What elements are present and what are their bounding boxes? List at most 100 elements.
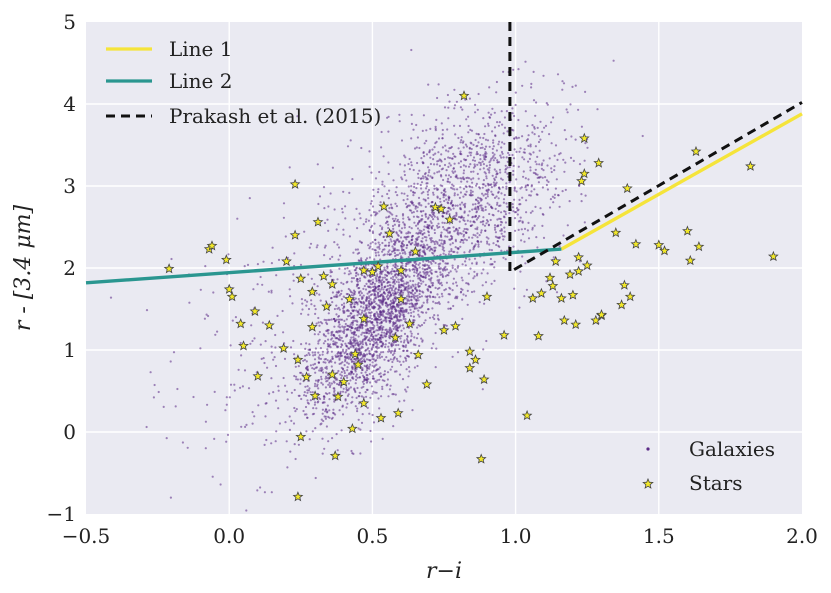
galaxy-point [441,146,444,149]
galaxy-point [205,313,208,316]
galaxy-point [539,138,542,141]
galaxy-point [398,400,401,403]
galaxy-point [392,321,395,324]
galaxy-point [423,232,426,235]
galaxy-point [423,249,426,252]
galaxy-point [395,316,398,320]
galaxy-point [300,397,303,401]
galaxy-point [337,246,341,249]
galaxy-point [388,341,391,345]
galaxy-point [465,145,468,148]
galaxy-point [418,219,421,222]
galaxy-point [356,357,360,360]
galaxy-point [374,364,377,367]
galaxy-point [335,318,338,321]
galaxy-point [162,405,165,408]
galaxy-point [447,117,450,120]
galaxy-point [486,182,489,185]
galaxy-point [388,350,392,353]
galaxy-point [305,342,308,345]
star-point [567,289,579,300]
galaxy-point [337,369,340,373]
galaxy-point [367,338,370,342]
galaxy-point [488,171,491,174]
galaxy-point [393,223,396,226]
galaxy-point [460,290,463,293]
galaxy-point [479,146,482,150]
galaxy-point [408,370,411,373]
galaxy-point [257,404,260,407]
galaxy-point [391,224,395,228]
star-point [745,160,756,171]
galaxy-point [392,294,395,297]
galaxy-point [504,213,507,216]
galaxy-point [152,396,155,399]
galaxy-point [339,345,343,349]
galaxy-point [321,452,324,455]
galaxy-point [347,389,350,392]
galaxy-point [370,171,373,174]
galaxy-point [424,187,428,190]
galaxy-point [440,284,444,287]
galaxy-point [405,238,408,241]
star-point [395,293,407,304]
galaxy-point [354,339,357,342]
galaxy-point [403,244,406,247]
galaxy-point [426,243,429,246]
galaxy-point [368,165,371,168]
galaxy-point [445,262,448,265]
galaxy-point [383,331,386,334]
galaxy-point [505,187,508,190]
galaxy-point [364,220,368,223]
galaxy-point [474,103,477,106]
galaxy-point [432,252,435,255]
galaxy-point [464,143,467,146]
galaxy-point [476,240,479,243]
galaxy-point [309,399,312,402]
galaxy-point [529,169,532,172]
galaxy-point [412,204,415,207]
galaxy-point [345,348,348,352]
galaxy-point [409,250,412,253]
galaxy-point [437,151,440,154]
galaxy-point [356,343,359,346]
galaxy-point [485,175,488,178]
galaxy-point [465,118,468,121]
galaxy-point [350,277,354,280]
galaxy-point [415,337,419,340]
galaxy-point [487,111,490,114]
galaxy-point [378,354,381,358]
galaxy-point [550,170,553,174]
galaxy-point [244,425,247,428]
galaxy-point [303,230,306,233]
galaxy-point [413,191,416,194]
galaxy-point [437,280,440,283]
galaxy-point [388,207,391,210]
galaxy-point [478,197,481,200]
galaxy-point [324,417,327,420]
galaxy-point [245,509,248,512]
galaxy-point [428,150,431,153]
galaxy-point [460,276,463,279]
galaxy-point [468,210,471,213]
galaxy-point [492,242,495,245]
galaxy-point [400,280,403,283]
galaxy-point [391,360,394,364]
galaxy-point [500,221,504,224]
galaxy-point [413,268,416,271]
galaxy-point [491,130,494,133]
galaxy-point [375,341,378,344]
galaxy-point [265,438,268,442]
galaxy-point [486,272,489,275]
galaxy-point [469,267,472,270]
galaxy-point [347,393,350,396]
galaxy-point [484,184,487,187]
galaxy-point [423,250,426,254]
galaxy-point [584,90,587,93]
galaxy-point [482,268,485,271]
galaxy-point [233,389,236,392]
galaxy-point [406,386,409,389]
galaxy-point [555,178,558,181]
galaxy-point [544,176,547,179]
galaxy-point [542,74,545,77]
